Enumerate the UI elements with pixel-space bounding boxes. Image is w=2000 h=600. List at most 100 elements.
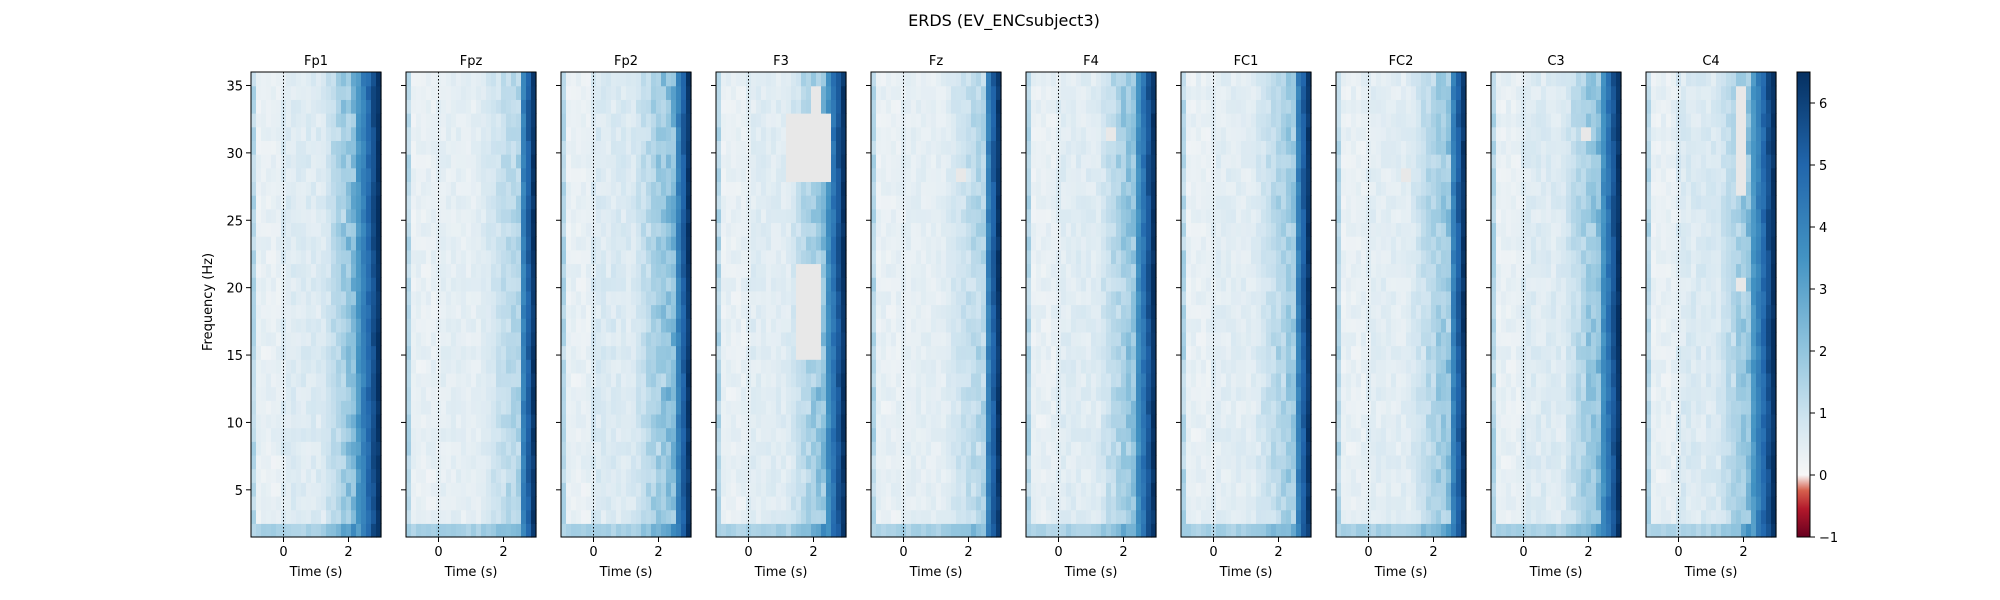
heatmap-cell bbox=[366, 249, 372, 265]
heatmap-cell bbox=[586, 72, 592, 87]
heatmap-cell bbox=[646, 413, 652, 429]
heatmap-cell bbox=[591, 523, 597, 538]
heatmap-cell bbox=[726, 208, 732, 224]
heatmap-cell bbox=[446, 386, 452, 401]
heatmap-cell bbox=[781, 413, 787, 429]
heatmap-cell bbox=[756, 331, 762, 347]
heatmap-cell bbox=[301, 400, 307, 415]
heatmap-cell bbox=[1091, 277, 1097, 292]
heatmap-cell bbox=[741, 413, 747, 429]
heatmap-cell bbox=[601, 113, 607, 128]
heatmap-cell bbox=[816, 372, 822, 388]
heatmap-cell bbox=[821, 482, 827, 497]
heatmap-cell bbox=[716, 277, 722, 292]
heatmap-cell bbox=[971, 318, 977, 333]
heatmap-cell bbox=[261, 509, 267, 524]
heatmap-cell bbox=[801, 495, 807, 511]
heatmap-cell bbox=[721, 400, 727, 415]
heatmap-cell bbox=[476, 509, 482, 524]
heatmap-cell bbox=[751, 345, 757, 360]
heatmap-cell bbox=[676, 359, 682, 374]
heatmap-cell bbox=[1041, 413, 1047, 429]
heatmap-cell bbox=[716, 413, 722, 429]
heatmap-cell bbox=[326, 249, 332, 265]
heatmap-cell bbox=[326, 386, 332, 401]
heatmap-cell bbox=[491, 113, 497, 128]
heatmap-cell bbox=[516, 222, 522, 237]
heatmap-cell bbox=[451, 195, 457, 210]
heatmap-cell bbox=[336, 318, 342, 333]
heatmap-cell bbox=[881, 263, 887, 278]
heatmap-cell bbox=[366, 345, 372, 360]
heatmap-cell bbox=[806, 345, 812, 360]
heatmap-cell bbox=[491, 263, 497, 278]
heatmap-cell bbox=[1056, 413, 1062, 429]
heatmap-cell bbox=[321, 468, 327, 483]
heatmap-cell bbox=[566, 427, 572, 442]
heatmap-cell bbox=[936, 441, 942, 456]
heatmap-cell bbox=[526, 400, 532, 415]
heatmap-cell bbox=[366, 290, 372, 306]
heatmap-cell bbox=[1031, 359, 1037, 374]
heatmap-cell bbox=[916, 277, 922, 292]
heatmap-cell bbox=[816, 468, 822, 483]
heatmap-cell bbox=[961, 113, 967, 128]
heatmap-cell bbox=[331, 482, 337, 497]
heatmap-cell bbox=[446, 523, 452, 538]
heatmap-cell bbox=[1076, 441, 1082, 456]
heatmap-cell bbox=[321, 495, 327, 511]
heatmap-cell bbox=[1051, 318, 1057, 333]
heatmap-cell bbox=[276, 85, 282, 100]
heatmap-cell bbox=[481, 454, 487, 470]
heatmap-cell bbox=[601, 277, 607, 292]
heatmap-cell bbox=[906, 509, 912, 524]
heatmap-cell bbox=[631, 85, 637, 100]
heatmap-cell bbox=[816, 359, 822, 374]
heatmap-cell bbox=[716, 236, 722, 251]
heatmap-cell bbox=[821, 140, 827, 155]
heatmap-cell bbox=[1086, 468, 1092, 483]
heatmap-cell bbox=[921, 263, 927, 278]
heatmap-cell bbox=[906, 181, 912, 196]
heatmap-cell bbox=[891, 263, 897, 278]
heatmap-cell bbox=[1061, 400, 1067, 415]
heatmap-cell bbox=[631, 495, 637, 511]
heatmap-cell bbox=[911, 454, 917, 470]
heatmap-cell bbox=[641, 359, 647, 374]
heatmap-cell bbox=[601, 72, 607, 87]
heatmap-cell bbox=[776, 126, 782, 141]
heatmap-cell bbox=[651, 468, 657, 483]
heatmap-cell bbox=[1081, 277, 1087, 292]
heatmap-cell bbox=[741, 427, 747, 442]
heatmap-cell bbox=[611, 249, 617, 265]
heatmap-cell bbox=[456, 126, 462, 141]
heatmap-cell bbox=[571, 523, 577, 538]
heatmap-cell bbox=[926, 400, 932, 415]
heatmap-cell bbox=[756, 236, 762, 251]
heatmap-cell bbox=[581, 509, 587, 524]
heatmap-cell bbox=[1031, 290, 1037, 306]
heatmap-cell bbox=[416, 263, 422, 278]
heatmap-cell bbox=[496, 249, 502, 265]
heatmap-cell bbox=[326, 359, 332, 374]
heatmap-cell bbox=[266, 427, 272, 442]
heatmap-cell bbox=[466, 400, 472, 415]
heatmap-cell bbox=[621, 318, 627, 333]
heatmap-cell bbox=[956, 523, 962, 538]
heatmap-cell bbox=[286, 277, 292, 292]
heatmap-cell bbox=[621, 72, 627, 87]
heatmap-cell bbox=[981, 482, 987, 497]
heatmap-cell bbox=[636, 441, 642, 456]
heatmap-cell bbox=[611, 72, 617, 87]
heatmap-cell bbox=[291, 523, 297, 538]
heatmap-cell bbox=[511, 290, 517, 306]
heatmap-cell bbox=[511, 249, 517, 265]
heatmap-cell bbox=[1026, 140, 1032, 155]
heatmap-cell bbox=[356, 263, 362, 278]
heatmap-cell bbox=[871, 236, 877, 251]
heatmap-cell bbox=[666, 72, 672, 87]
heatmap-cell bbox=[286, 413, 292, 429]
heatmap-cell bbox=[911, 167, 917, 183]
heatmap-cell bbox=[871, 126, 877, 141]
heatmap-cell bbox=[331, 249, 337, 265]
